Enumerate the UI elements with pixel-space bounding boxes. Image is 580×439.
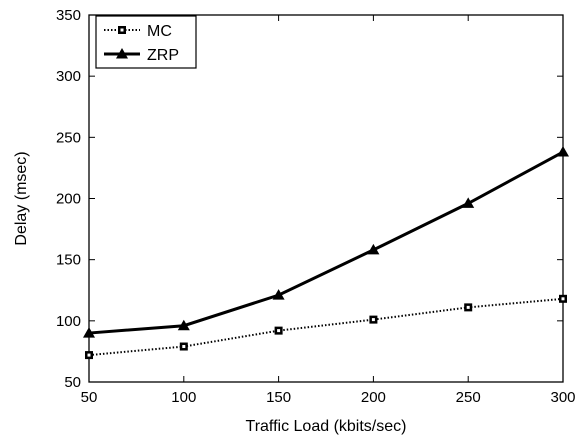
series-mc bbox=[85, 294, 567, 360]
legend: MC ZRP bbox=[95, 15, 197, 69]
series-layer bbox=[83, 146, 569, 360]
data-point-zrp bbox=[177, 319, 190, 331]
data-point-mc-center bbox=[466, 305, 470, 309]
data-point-mc-center bbox=[182, 345, 186, 349]
data-point-zrp bbox=[462, 197, 475, 208]
x-tick-label: 200 bbox=[361, 389, 386, 406]
y-tick-label: 50 bbox=[64, 374, 81, 391]
x-tick-label: 250 bbox=[456, 389, 481, 406]
x-tick-label: 150 bbox=[266, 389, 291, 406]
legend-entry-zrp: ZRP bbox=[104, 47, 179, 64]
y-tick-label: 200 bbox=[56, 191, 81, 208]
data-point-zrp bbox=[557, 146, 569, 157]
data-point-mc-center bbox=[371, 318, 375, 322]
series-line-mc bbox=[88, 297, 564, 357]
legend-entries: MC ZRP bbox=[104, 23, 179, 64]
legend-entry-mc: MC bbox=[104, 23, 172, 40]
y-axis-title: Delay (msec) bbox=[13, 151, 30, 245]
x-axis-title: Traffic Load (kbits/sec) bbox=[246, 418, 407, 435]
x-tick-label: 100 bbox=[171, 389, 196, 406]
legend-marker-mc-center bbox=[120, 28, 124, 32]
y-tick-label: 300 bbox=[56, 68, 81, 85]
legend-marker-zrp bbox=[116, 48, 128, 59]
y-tick-label: 350 bbox=[56, 7, 81, 24]
series-line-zrp bbox=[88, 150, 564, 335]
y-tick-label: 100 bbox=[56, 313, 81, 330]
data-point-mc-center bbox=[277, 329, 281, 333]
legend-box bbox=[95, 15, 197, 69]
legend-label-mc: MC bbox=[147, 23, 172, 40]
data-point-zrp bbox=[367, 243, 380, 255]
ticks-layer: 50 100 150 200 250 300 50 100 150 200 250 300 350 bbox=[56, 7, 576, 406]
y-tick-label: 250 bbox=[56, 129, 81, 146]
data-point-zrp bbox=[83, 327, 95, 338]
x-tick-label: 50 bbox=[81, 389, 98, 406]
y-tick-label: 150 bbox=[56, 252, 81, 269]
data-point-mc-center bbox=[87, 353, 91, 357]
legend-label-zrp: ZRP bbox=[147, 47, 179, 64]
series-zrp bbox=[83, 146, 569, 338]
data-point-zrp bbox=[272, 289, 285, 300]
x-tick-label: 300 bbox=[550, 389, 575, 406]
data-point-mc-center bbox=[561, 297, 565, 301]
